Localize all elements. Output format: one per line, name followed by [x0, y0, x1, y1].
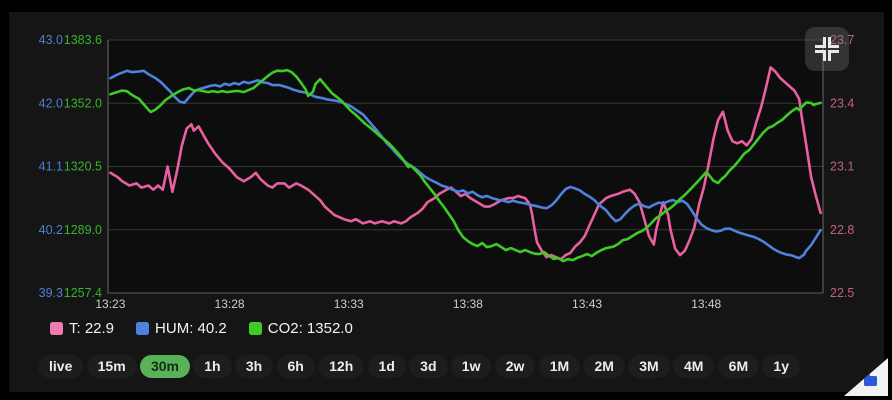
x-axis-tick-label: 13:23	[95, 297, 125, 311]
legend-label-co2: CO2: 1352.0	[267, 320, 353, 337]
legend-label-humidity: HUM: 40.2	[155, 320, 227, 337]
range-button-1d[interactable]: 1d	[367, 355, 406, 378]
compress-icon	[828, 37, 839, 48]
x-axis-tick-label: 13:48	[691, 297, 721, 311]
temperature-swatch-icon	[50, 322, 63, 335]
range-button-2w[interactable]: 2w	[494, 355, 536, 378]
co2-swatch-icon	[248, 322, 262, 335]
legend-item-co2: CO2: 1352.0	[248, 320, 353, 337]
t-axis-tick-label: 23.1	[830, 160, 854, 174]
co2-axis-tick-label: 1320.5	[64, 160, 102, 174]
range-button-2M[interactable]: 2M	[583, 355, 625, 378]
t-axis-tick-label: 23.4	[830, 96, 854, 110]
time-range-selector: live 15m 30m 1h 3h 6h 12h 1d 3d 1w 2w 1M 2M 3M 4M 6M 1y	[38, 355, 800, 378]
range-button-3h[interactable]: 3h	[234, 355, 274, 378]
range-button-3d[interactable]: 3d	[409, 355, 448, 378]
range-button-6M[interactable]: 6M	[717, 355, 760, 378]
chart-legend: T: 22.9 HUM: 40.2 CO2: 1352.0	[50, 320, 353, 337]
hum-axis-tick-label: 43.0	[39, 33, 63, 47]
t-axis-tick-label: 22.5	[830, 286, 854, 300]
x-axis-tick-label: 13:43	[572, 297, 602, 311]
compress-icon	[815, 37, 826, 48]
hum-axis-tick-label: 40.2	[39, 223, 63, 237]
co2-axis-tick-label: 1383.6	[64, 33, 102, 47]
series-line-hum	[109, 69, 822, 260]
humidity-swatch-icon	[136, 322, 150, 335]
compress-button[interactable]	[805, 27, 849, 71]
range-button-1h[interactable]: 1h	[193, 355, 232, 378]
legend-label-temperature: T: 22.9	[69, 320, 115, 337]
range-button-live[interactable]: live	[38, 355, 84, 378]
t-axis-tick-label: 23.7	[830, 33, 854, 47]
legend-item-temperature: T: 22.9	[50, 320, 114, 337]
range-button-3M[interactable]: 3M	[628, 355, 670, 378]
x-axis-tick-label: 13:33	[334, 297, 364, 311]
co2-axis-tick-label: 1289.0	[64, 223, 102, 237]
hum-axis-tick-label: 39.3	[39, 286, 63, 300]
range-button-15m[interactable]: 15m	[86, 355, 137, 378]
x-axis-tick-label: 13:38	[453, 297, 483, 311]
x-axis-tick-label: 13:28	[215, 297, 245, 311]
t-axis-tick-label: 22.8	[830, 223, 854, 237]
range-button-12h[interactable]: 12h	[318, 355, 365, 378]
series-line-t	[109, 66, 822, 261]
compress-icon	[815, 50, 826, 61]
range-button-1w[interactable]: 1w	[450, 355, 492, 378]
range-button-1M[interactable]: 1M	[538, 355, 581, 378]
range-button-6h[interactable]: 6h	[276, 355, 315, 378]
range-button-1y[interactable]: 1y	[762, 355, 800, 378]
legend-item-humidity: HUM: 40.2	[136, 320, 227, 337]
compress-icon	[828, 50, 839, 61]
co2-axis-tick-label: 1352.0	[64, 96, 102, 110]
folder-icon	[864, 374, 877, 386]
hum-axis-tick-label: 42.0	[39, 96, 63, 110]
series-line-co2	[109, 68, 822, 263]
hum-axis-tick-label: 41.1	[39, 160, 63, 174]
range-button-4M[interactable]: 4M	[672, 355, 715, 378]
co2-axis-tick-label: 1257.4	[64, 286, 102, 300]
range-button-30m[interactable]: 30m	[139, 355, 190, 378]
